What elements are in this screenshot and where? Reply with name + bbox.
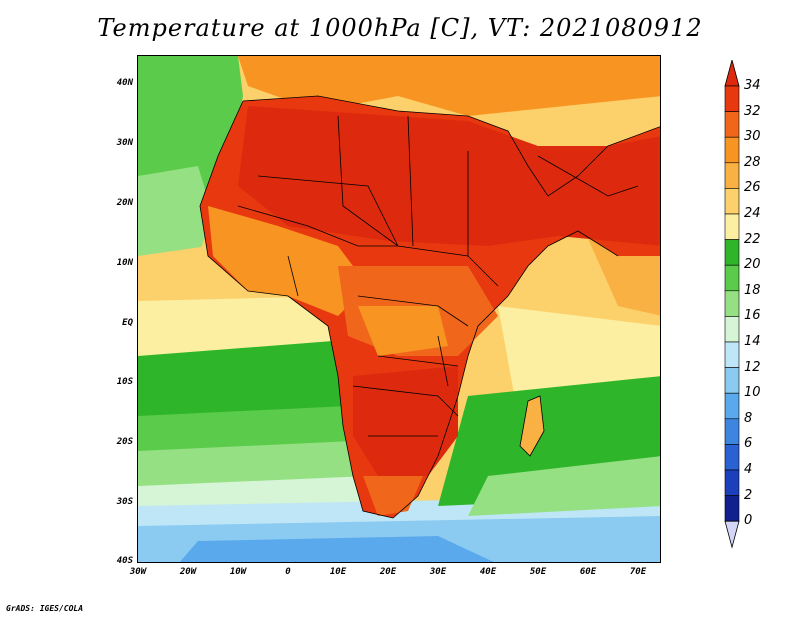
lat-label: 20N (116, 198, 133, 208)
colorbar-label: 22 (744, 231, 761, 247)
lat-label: EQ (122, 318, 133, 328)
colorbar-swatch (724, 392, 740, 420)
colorbar-label: 6 (744, 436, 753, 452)
colorbar-label: 18 (744, 282, 761, 298)
colorbar-swatch (724, 495, 740, 522)
congo-basin (358, 306, 448, 356)
lat-label: 20S (116, 437, 133, 447)
colorbar-label: 8 (744, 410, 753, 426)
boundaries (199, 95, 660, 519)
lon-label: 10W (229, 567, 247, 577)
cape-region (363, 476, 423, 516)
colorbar-swatch (724, 85, 740, 112)
colorbar-label: 28 (744, 154, 761, 170)
lon-label: 40E (479, 567, 497, 577)
indian-ocean-lightgreen (468, 456, 660, 516)
lat-label: 10N (116, 258, 133, 268)
colorbar-label: 0 (744, 513, 753, 529)
colorbar-label: 4 (744, 462, 753, 477)
lon-label: 30E (429, 567, 447, 577)
colorbar-swatch (724, 418, 740, 445)
colorbar-bottom-arrow (724, 520, 740, 549)
colorbar-swatch (724, 213, 740, 240)
colorbar-swatch (724, 469, 740, 496)
colorbar-label: 34 (744, 78, 761, 93)
temperature-map (137, 55, 661, 563)
colorbar-swatch (724, 367, 740, 394)
colorbar-label: 10 (744, 385, 761, 401)
lon-label: 70E (629, 567, 647, 577)
lon-label: 30W (129, 567, 147, 577)
sahara-hot-core (238, 106, 660, 246)
colorbar-swatch (724, 290, 740, 317)
colorbar-swatch (724, 341, 740, 368)
colorbar-swatches (724, 60, 740, 549)
colorbar-label: 16 (744, 308, 761, 324)
map-canvas (138, 56, 660, 562)
south-ocean-blue (179, 536, 494, 562)
colorbar-swatch (724, 316, 740, 343)
colorbar-label: 12 (744, 359, 761, 375)
lat-label: 40N (116, 78, 133, 88)
colorbar-swatch (724, 264, 740, 292)
colorbar-label: 2 (744, 487, 753, 503)
colorbar-label: 14 (744, 334, 761, 349)
colorbar-swatch (724, 188, 740, 215)
colorbar-label: 30 (744, 129, 761, 145)
lon-label: 60E (579, 567, 597, 577)
west-africa-orange (208, 206, 368, 316)
colorbar-label: 24 (744, 206, 761, 221)
colorbar-swatch (724, 111, 740, 138)
lon-label: 20E (379, 567, 397, 577)
south-atlantic-pale (138, 476, 383, 511)
atlantic-north-lightgreen (138, 166, 213, 266)
colorbar-swatch (724, 239, 740, 266)
lon-label: 50E (529, 567, 547, 577)
lat-label: 40S (116, 556, 133, 566)
southern-africa-hot (353, 366, 458, 476)
grads-credit: GrADS: IGES/COLA (6, 604, 84, 613)
chart-title: Temperature at 1000hPa [C], VT: 20210809… (97, 14, 703, 42)
colorbar-label: 26 (744, 180, 761, 196)
lon-label: 20W (179, 567, 197, 577)
colorbar-label: 32 (744, 103, 761, 119)
lat-label: 30N (116, 138, 133, 148)
colorbar-swatch (724, 136, 740, 164)
lat-label: 30S (116, 497, 133, 507)
indian-ocean-pale (498, 306, 660, 416)
colorbar-swatch (724, 444, 740, 471)
lon-label: 10E (329, 567, 347, 577)
lon-label: 0 (285, 567, 291, 577)
colorbar-swatch (724, 162, 740, 189)
colorbar-label: 20 (744, 257, 761, 273)
colorbar-top-arrow (724, 60, 740, 87)
atlantic-tropical-yellow (138, 246, 238, 306)
lat-label: 10S (116, 377, 133, 387)
